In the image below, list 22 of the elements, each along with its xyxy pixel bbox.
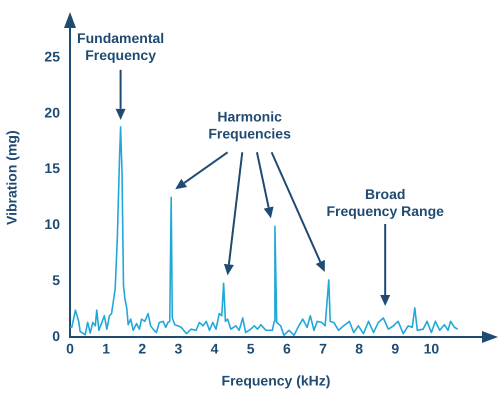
x-tick-label: 7 xyxy=(319,340,328,356)
x-tick-label: 5 xyxy=(246,340,255,356)
annotation: Harmonic Frequencies xyxy=(208,108,292,142)
x-tick-label: 0 xyxy=(66,340,74,356)
y-tick-label: 10 xyxy=(44,216,60,232)
x-tick-label: 2 xyxy=(138,340,146,356)
y-tick-label: 15 xyxy=(44,160,60,176)
x-tick-label: 10 xyxy=(424,340,440,356)
x-tick-label: 9 xyxy=(391,340,400,356)
y-axis-title: Vibration (mg) xyxy=(3,130,20,226)
y-tick-label: 25 xyxy=(44,48,60,64)
annotation: Broad Frequency Range xyxy=(326,186,444,219)
x-tick-label: 6 xyxy=(282,340,291,356)
y-tick-label: 20 xyxy=(44,104,60,120)
annotation: Fundamental Frequency xyxy=(77,30,164,63)
y-tick-label: 5 xyxy=(52,272,60,288)
y-tick-label: 0 xyxy=(52,328,60,344)
x-tick-label: 1 xyxy=(102,340,110,356)
x-tick-label: 3 xyxy=(174,340,183,356)
x-tick-label: 4 xyxy=(210,340,219,356)
x-axis-title: Frequency (kHz) xyxy=(222,372,330,388)
x-tick-label: 8 xyxy=(355,340,364,356)
